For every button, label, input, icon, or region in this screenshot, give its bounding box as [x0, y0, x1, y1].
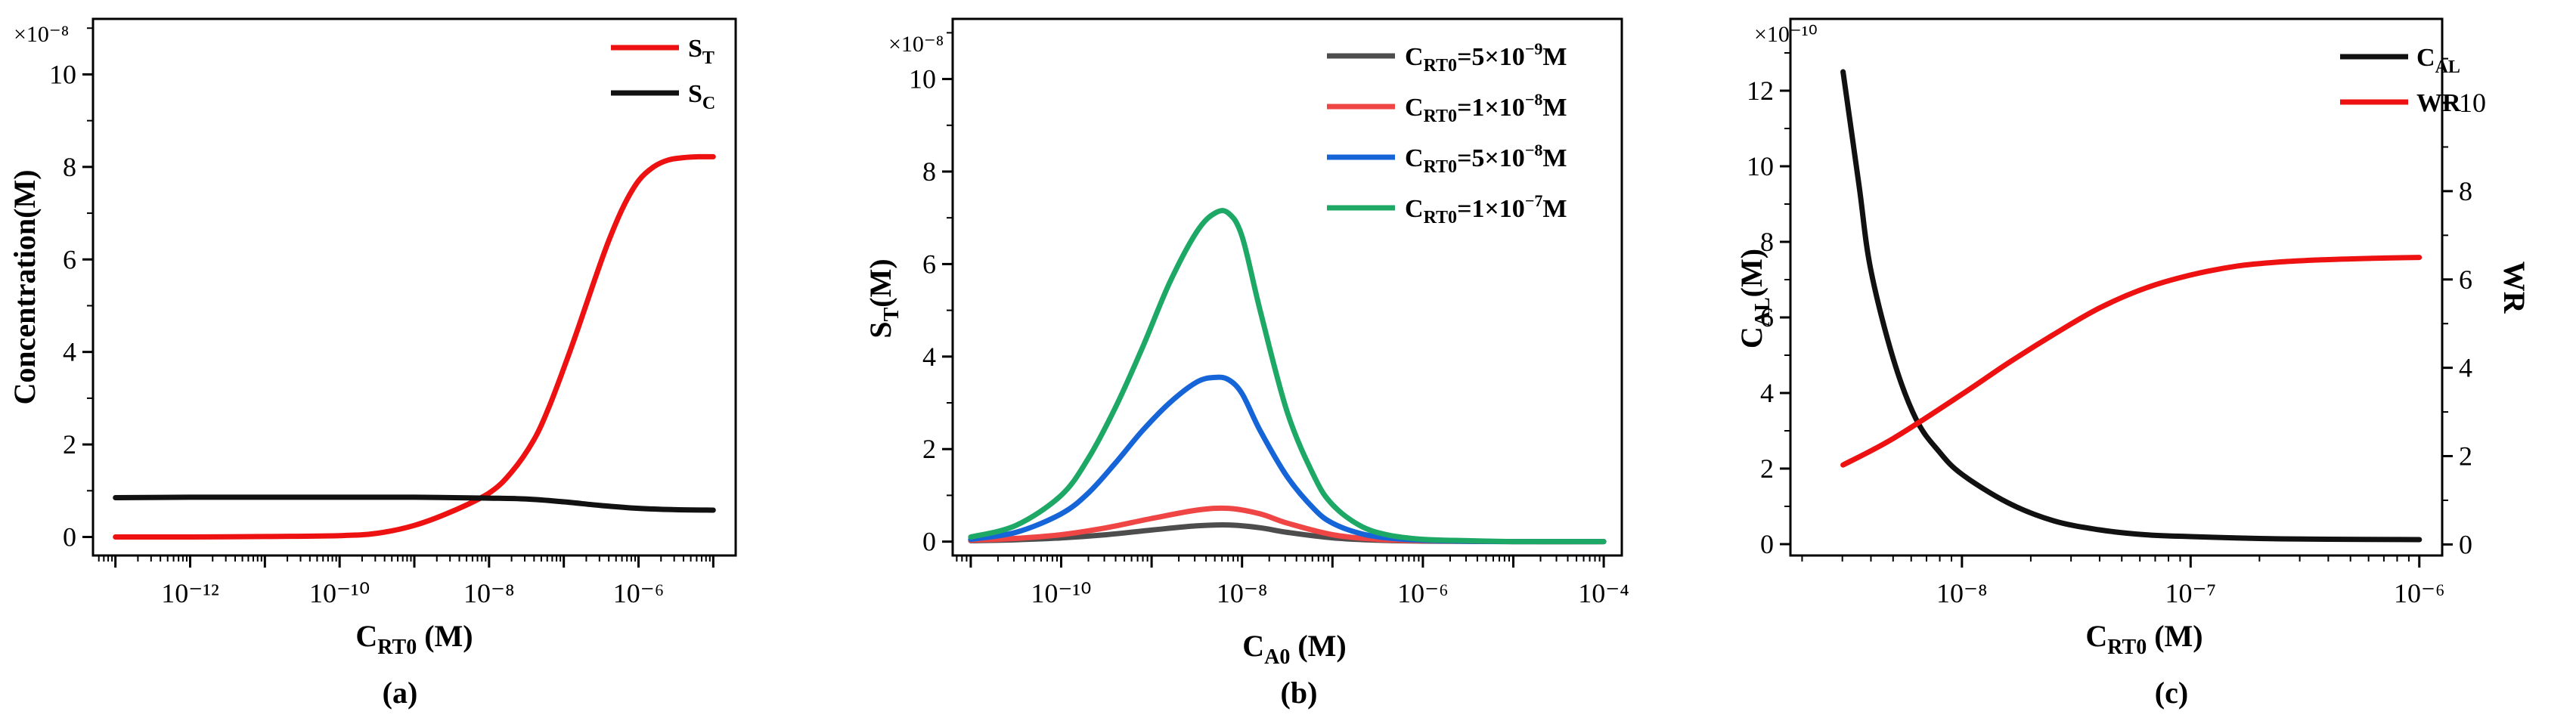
panel-c-multiplier: ×10⁻¹⁰ [1754, 22, 1818, 47]
y-tick-label: 4 [922, 342, 936, 372]
x-tick-label: 10⁻¹⁰ [1031, 578, 1091, 608]
y-tick-label: 4 [63, 337, 76, 367]
y2-tick-label: 2 [2459, 441, 2472, 472]
x-tick-label: 10⁻⁶ [613, 578, 665, 608]
x-tick-label: 10⁻⁸ [1217, 578, 1268, 608]
legend-label-c-al: CAL [2416, 44, 2460, 77]
y2-tick-label: 8 [2459, 176, 2472, 206]
y2-tick-label: 4 [2459, 353, 2472, 383]
panel-c-x-ticks: 10⁻⁸ 10⁻⁷ 10⁻⁶ [1801, 555, 2445, 608]
x-tick-label: 10⁻⁷ [2165, 578, 2217, 608]
panel-a-series-line-s-c [113, 494, 716, 513]
panel-a-label: (a) [383, 676, 418, 710]
y-tick-label: 10 [909, 64, 936, 94]
y2-tick-label: 0 [2459, 529, 2472, 559]
panel-a-series [113, 153, 716, 540]
panel-a-multiplier: ×10⁻⁸ [14, 22, 69, 47]
panel-a: 10⁻¹² 10⁻¹⁰ 10⁻⁸ 10⁻⁶ 0 2 4 6 8 10 ×10⁻⁸ Concent… [8, 17, 737, 710]
panel-c-frame [1789, 17, 2444, 557]
y-tick-label: 0 [922, 527, 936, 557]
y-tick-label: 2 [1760, 453, 1774, 484]
legend-label-wr: WR [2416, 89, 2461, 117]
panel-a-x-ticks: 10⁻¹² 10⁻¹⁰ 10⁻⁸ 10⁻⁶ [98, 555, 715, 608]
panel-c-series [1840, 69, 2423, 543]
legend-label-crt0-1e-7: CRT0=1×10−7M [1405, 191, 1567, 227]
panel-b-label: (b) [1281, 676, 1318, 710]
y2-tick-label: 10 [2459, 88, 2486, 118]
panel-c-label: (c) [2155, 676, 2188, 710]
y-tick-label: 6 [1760, 302, 1774, 333]
panel-b-series [968, 208, 1607, 545]
panel-a-series-line-s-t [113, 153, 716, 540]
x-tick-label: 10⁻¹⁰ [309, 578, 370, 608]
panel-b: 10⁻¹⁰ 10⁻⁸ 10⁻⁶ 10⁻⁴ 0 2 4 6 8 10 ×10⁻⁸ ST(M) CA… [863, 17, 1629, 710]
x-tick-label: 10⁻⁸ [463, 578, 515, 608]
y-tick-label: 10 [49, 59, 76, 89]
panel-b-frame [951, 17, 1623, 557]
legend-label-crt0-5e-8: CRT0=5×10−8M [1405, 141, 1567, 177]
x-tick-label: 10⁻¹² [161, 578, 219, 608]
y-tick-label: 0 [1760, 529, 1774, 559]
y-tick-label: 8 [63, 152, 76, 182]
x-tick-label: 10⁻⁸ [1936, 578, 1988, 608]
panel-c-series-line-c-al [1840, 69, 2423, 543]
y-tick-label: 4 [1760, 378, 1774, 408]
y-tick-label: 2 [922, 434, 936, 464]
x-tick-label: 10⁻⁴ [1578, 578, 1629, 608]
y-tick-label: 6 [922, 249, 936, 279]
panel-b-y-axis-title: ST(M) [863, 258, 904, 338]
panel-b-legend: CRT0=5×10−9M CRT0=1×10−8M CRT0=5×10−8M C… [1327, 39, 1567, 227]
panel-c-series-line-wr [1840, 255, 2423, 468]
panel-a-y-axis-title: Concentration(M) [8, 169, 42, 404]
y-tick-label: 8 [1760, 227, 1774, 257]
panel-b-x-axis-title: CA0 (M) [1242, 629, 1347, 669]
y-tick-label: 10 [1747, 151, 1774, 181]
y2-tick-label: 6 [2459, 265, 2472, 295]
y-tick-label: 6 [63, 244, 76, 274]
panel-b-y-ticks: 0 2 4 6 8 10 [909, 32, 953, 557]
panel-c-y2-axis-title: WR [2497, 261, 2531, 314]
y-tick-label: 0 [63, 522, 76, 552]
x-tick-label: 10⁻⁶ [2394, 578, 2445, 608]
y-tick-label: 12 [1747, 76, 1774, 106]
panel-a-y-ticks: 0 2 4 6 8 10 [49, 27, 93, 552]
legend-label-crt0-5e-9: CRT0=5×10−9M [1405, 39, 1567, 76]
panel-c-legend: CAL WR [2340, 44, 2461, 117]
y-tick-label: 8 [922, 156, 936, 187]
y-tick-label: 2 [63, 429, 76, 460]
panel-c-y-ticks: 0 2 4 6 8 10 12 [1747, 52, 1790, 559]
panel-b-x-ticks: 10⁻¹⁰ 10⁻⁸ 10⁻⁶ 10⁻⁴ [956, 555, 1629, 608]
x-tick-label: 10⁻⁶ [1397, 578, 1449, 608]
panel-b-multiplier: ×10⁻⁸ [888, 32, 944, 57]
panel-c-y2-ticks: 0 2 4 6 8 10 [2442, 57, 2486, 559]
panel-b-series-line-c-rt0-1-10-m [968, 208, 1607, 545]
panel-c: 10⁻⁸ 10⁻⁷ 10⁻⁶ 0 2 4 6 8 10 12 0 2 4 6 8 10 ×10⁻¹⁰ CA… [1734, 17, 2531, 710]
